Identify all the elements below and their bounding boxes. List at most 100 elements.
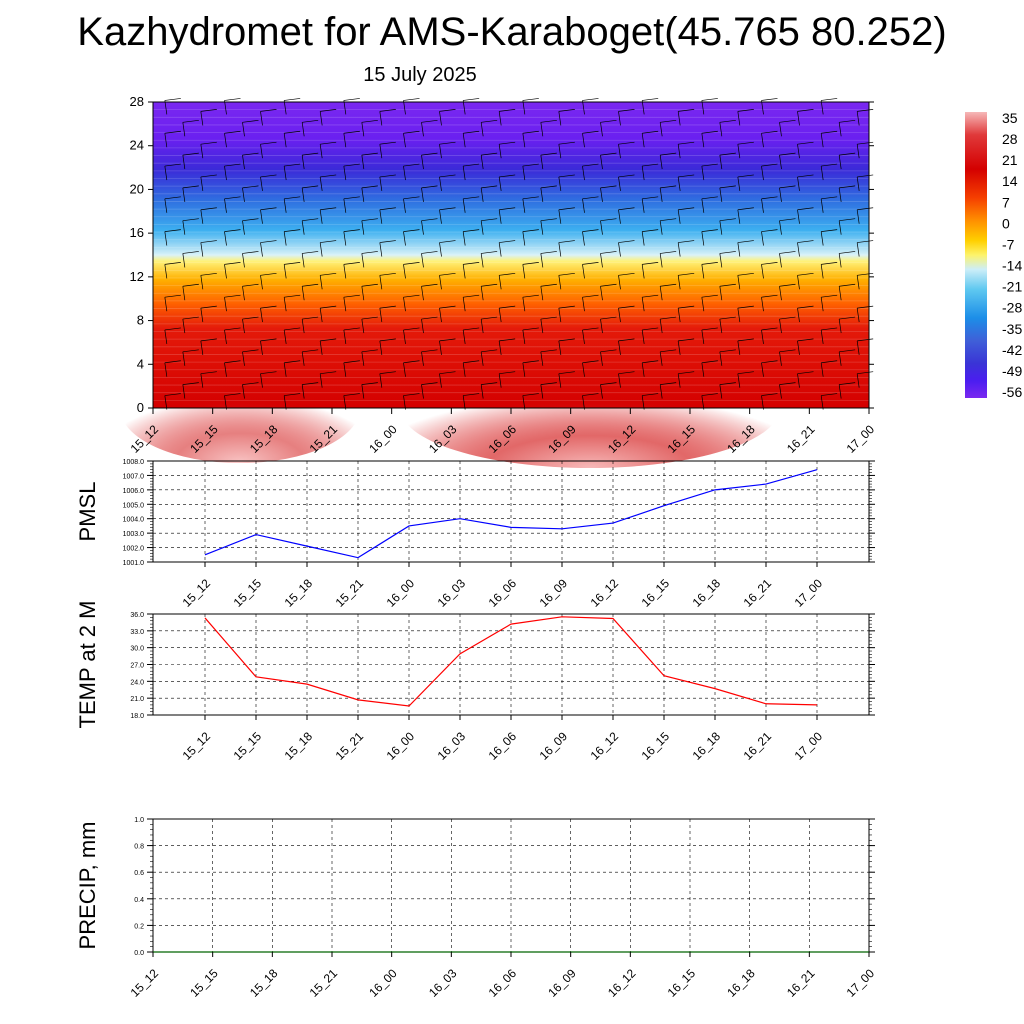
wind-barb	[224, 395, 227, 410]
wind-barb-flag	[839, 316, 856, 320]
wind-barb	[301, 318, 305, 334]
wind-barb	[260, 111, 263, 126]
wind-barb-flag	[200, 240, 217, 243]
wind-barb-flag	[761, 393, 778, 396]
wind-barb	[319, 111, 323, 126]
wind-barb	[301, 155, 305, 170]
wind-barb-flag	[719, 251, 736, 254]
wind-barb	[737, 308, 741, 323]
wind-barb	[582, 264, 585, 279]
x-tick-label: 16_15	[639, 576, 673, 610]
x-tick-label: 17_00	[792, 576, 826, 610]
y-axis-label: PRECIP, mm	[75, 822, 100, 950]
wind-barb	[224, 133, 227, 148]
wind-barb	[677, 308, 681, 323]
wind-barb	[182, 286, 186, 301]
wind-barb-flag	[481, 349, 498, 353]
wind-barb-flag	[403, 327, 420, 331]
wind-barb-flag	[164, 294, 181, 298]
wind-barb-flag	[558, 371, 575, 375]
wind-barb-flag	[522, 360, 539, 364]
wind-barb-flag	[463, 360, 480, 364]
wind-barb-flag	[379, 109, 396, 112]
wind-barb	[319, 373, 323, 388]
wind-barb-flag	[439, 305, 456, 309]
x-tick-label: 15_12	[180, 576, 214, 610]
wind-barb	[462, 165, 466, 181]
wind-barb-flag	[642, 98, 659, 101]
wind-barb	[761, 395, 764, 410]
wind-barb	[558, 242, 562, 257]
wind-barb	[719, 351, 723, 366]
wind-barb	[301, 220, 305, 235]
wind-barb-flag	[540, 251, 557, 254]
wind-barb	[522, 395, 526, 410]
wind-barb	[522, 264, 526, 279]
wind-barb	[200, 373, 204, 388]
colorbar-label: -49	[1002, 363, 1022, 379]
wind-barb	[737, 242, 741, 257]
wind-barb	[558, 209, 562, 224]
x-tick-label: 15_21	[307, 966, 341, 1000]
wind-barb	[797, 176, 800, 192]
wind-barb-flag	[737, 109, 754, 112]
wind-barb	[600, 187, 603, 202]
wind-barb	[319, 340, 323, 355]
wind-barb-flag	[499, 141, 516, 145]
wind-barb-flag	[678, 338, 695, 342]
colorbar-label: 7	[1002, 194, 1010, 210]
wind-barb-flag	[839, 185, 856, 189]
wind-barb	[421, 122, 424, 137]
wind-barb-flag	[379, 338, 396, 342]
wind-barb-flag	[540, 382, 557, 385]
x-tick-label: 16_21	[741, 576, 775, 610]
wind-barb	[224, 329, 227, 345]
wind-barb-flag	[797, 272, 814, 276]
wind-barb	[797, 373, 800, 388]
wind-barb-flag	[403, 229, 420, 232]
wind-barb-flag	[779, 218, 796, 222]
wind-barb	[361, 318, 365, 334]
wind-barb-flag	[522, 294, 539, 298]
wind-barb-flag	[224, 294, 241, 298]
wind-barb-flag	[558, 305, 575, 309]
wind-barb-flag	[164, 130, 181, 134]
wind-barb-flag	[660, 251, 677, 254]
wind-barb	[797, 209, 800, 224]
wind-barb-flag	[320, 174, 337, 178]
wind-barb	[480, 122, 484, 137]
wind-barb	[856, 242, 860, 257]
wind-barb-flag	[379, 305, 396, 309]
wind-barb	[403, 297, 406, 312]
wind-barb	[379, 176, 383, 192]
wind-barb	[224, 100, 227, 115]
wind-barb	[761, 165, 764, 181]
wind-barb	[779, 253, 782, 268]
wind-barb	[403, 165, 406, 181]
wind-barb-flag	[678, 371, 695, 375]
wind-barb-flag	[701, 130, 718, 134]
wind-barb	[701, 100, 705, 115]
wind-barb-flag	[678, 272, 695, 276]
wind-barb-flag	[857, 371, 874, 375]
wind-barb	[200, 111, 204, 126]
wind-barb-flag	[182, 251, 199, 254]
wind-barb-flag	[821, 360, 838, 364]
wind-barb-flag	[761, 229, 778, 232]
wind-barb	[779, 155, 782, 170]
wind-barb	[462, 231, 466, 246]
wind-barb	[498, 340, 502, 355]
wind-barb	[779, 220, 782, 235]
wind-barb-flag	[421, 382, 438, 385]
wind-barb-flag	[797, 338, 814, 342]
wind-barb	[462, 362, 466, 377]
wind-barb	[582, 133, 585, 148]
wind-barb-flag	[224, 196, 241, 200]
wind-barb	[659, 155, 663, 170]
y-axis-label: TEMP at 2 M	[75, 601, 100, 729]
wind-barb-flag	[320, 207, 337, 211]
wind-barb-flag	[421, 316, 438, 320]
colorbar-label: -14	[1002, 258, 1022, 274]
wind-barb-flag	[343, 327, 360, 331]
wind-barb-flag	[302, 251, 319, 254]
